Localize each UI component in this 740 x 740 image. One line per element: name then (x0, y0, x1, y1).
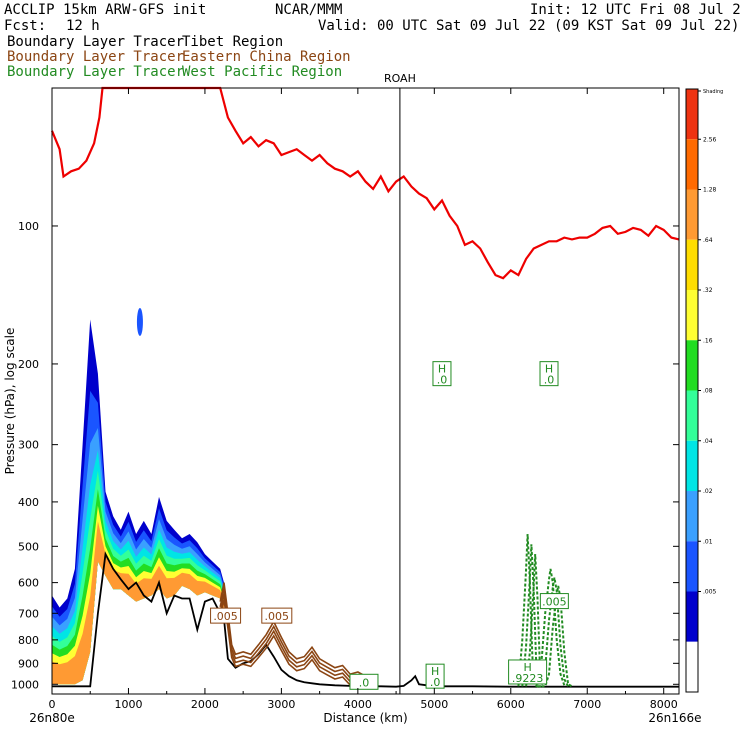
h-marker-box-0 (432, 361, 452, 387)
legend-tibet-region: Tibet Region (182, 34, 284, 50)
y-tick-label-2: 300 (18, 439, 39, 452)
h-marker-letter-3: H (523, 661, 531, 674)
h-marker-value-1: .0 (544, 374, 555, 387)
x-axis-label: Distance (km) (323, 711, 407, 725)
colorbar-segment-1 (686, 139, 698, 190)
h-marker-value-2: .0 (430, 676, 441, 689)
roah-marker-label: ROAH (384, 72, 416, 85)
china-label-box-1 (261, 607, 293, 624)
china-label-box-0 (210, 607, 242, 624)
colorbar-segment-9 (686, 541, 698, 592)
h-marker-value-3: .9223 (512, 672, 544, 685)
plot-background (52, 88, 679, 694)
china-tracer-line-0 (219, 582, 374, 683)
wpac-label-box-1 (539, 593, 569, 610)
wpac-tracer-line-0 (517, 533, 566, 688)
colorbar-label-10: .005 (703, 589, 717, 596)
init-time: Init: 12 UTC Fri 08 Jul 22 (530, 2, 740, 18)
h-marker-box-3 (508, 659, 548, 685)
colorbar-label-9: .01 (703, 538, 713, 545)
legend-wpac-name: Boundary Layer Tracer (7, 64, 185, 80)
h-marker-letter-1: H (545, 363, 553, 376)
y-tick-label-1: 200 (18, 358, 39, 371)
x-tick-label-1: 1000 (114, 698, 142, 711)
china-label-0: .005 (213, 610, 238, 623)
china-tracer-line-1 (219, 588, 374, 687)
legend-tibet-name: Boundary Layer Tracer (7, 34, 185, 50)
y-tick-label-7: 800 (18, 634, 39, 647)
colorbar-label-6: .08 (703, 388, 713, 395)
china-tracer-line-2 (219, 594, 374, 688)
forecast-label: Fcst: (4, 18, 47, 34)
china-label-1: .005 (265, 610, 290, 623)
colorbar-segment-0 (686, 89, 698, 140)
x-tick-label-4: 4000 (344, 698, 372, 711)
colorbar-segment-6 (686, 390, 698, 441)
wpac-label-0: .0 (359, 676, 370, 689)
plot-frame (51, 87, 680, 695)
model-title: ACCLIP 15km ARW-GFS init (4, 2, 207, 18)
y-tick-label-5: 600 (18, 577, 39, 590)
org-label: NCAR/MMM (275, 2, 343, 18)
legend-china-name: Boundary Layer Tracer (7, 49, 185, 65)
colorbar-segment-8 (686, 491, 698, 542)
colorbar-label-1: 2.56 (703, 136, 717, 143)
colorbar-label-4: .32 (703, 287, 713, 294)
legend-china-region: Eastern China Region (182, 49, 351, 65)
tropopause-line (50, 86, 680, 280)
y-tick-label-4: 500 (18, 540, 39, 553)
start-point-label: 26n80e (29, 711, 75, 725)
y-tick-label-6: 700 (18, 607, 39, 620)
legend-wpac-region: West Pacific Region (182, 64, 343, 80)
tracer-lines-layer (50, 86, 680, 688)
x-tick-label-6: 6000 (497, 698, 525, 711)
y-tick-label-3: 400 (18, 496, 39, 509)
x-tick-label-0: 0 (49, 698, 56, 711)
shading-blob (136, 307, 143, 336)
x-tick-label-7: 7000 (573, 698, 601, 711)
colorbar-label-2: 1.28 (703, 187, 717, 194)
h-marker-letter-0: H (438, 363, 446, 376)
x-tick-label-3: 3000 (267, 698, 295, 711)
end-point-label: 26n166e (648, 711, 701, 725)
wpac-label-1: .005 (542, 596, 567, 609)
colorbar: Shading 2.56 1.28 .64 .32 .16 .08 .04 .02 .01 .005 (685, 88, 723, 693)
colorbar-segment-7 (686, 440, 698, 491)
colorbar-segment-3 (686, 239, 698, 290)
colorbar-segment-2 (686, 189, 698, 240)
colorbar-segment-10 (686, 591, 698, 642)
plot-area (52, 88, 679, 694)
x-tick-label-5: 5000 (420, 698, 448, 711)
h-marker-letter-2: H (431, 665, 439, 678)
colorbar-label-5: .16 (703, 337, 713, 344)
y-tick-label-0: 100 (18, 220, 39, 233)
colorbar-segment-4 (686, 290, 698, 341)
y-axis-label: Pressure (hPa), log scale (3, 328, 17, 475)
y-tick-label-8: 900 (18, 657, 39, 670)
wpac-label-box-0 (349, 673, 379, 690)
colorbar-label-7: .04 (703, 438, 713, 445)
shading-band-7 (52, 521, 224, 685)
x-tick-label-2: 2000 (191, 698, 219, 711)
axes-layer: ROAH 0 1000 2000 3000 4000 5000 6000 7000 8000 100… (3, 72, 702, 725)
h-marker-box-2 (425, 663, 445, 689)
colorbar-segment-11 (686, 641, 698, 692)
h-marker-value-0: .0 (437, 374, 448, 387)
forecast-value: 12 h (66, 18, 100, 34)
colorbar-segment-5 (686, 340, 698, 391)
y-tick-label-9: 1000 (11, 678, 39, 691)
colorbar-label-0: Shading (703, 89, 723, 95)
x-tick-label-8: 8000 (650, 698, 678, 711)
h-marker-box-1 (539, 361, 559, 387)
china-tracer-line-3 (219, 599, 374, 688)
colorbar-label-3: .64 (703, 237, 713, 244)
colorbar-label-8: .02 (703, 488, 713, 495)
valid-time: Valid: 00 UTC Sat 09 Jul 22 (09 KST Sat … (318, 18, 740, 34)
tibet-shading-layer (52, 307, 224, 685)
